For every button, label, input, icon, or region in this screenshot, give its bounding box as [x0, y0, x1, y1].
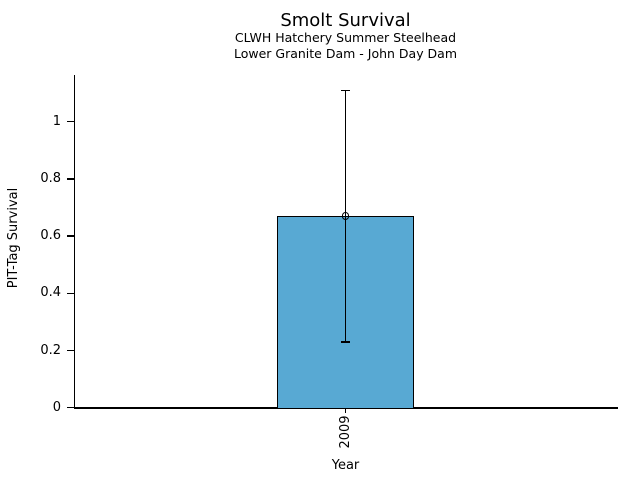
- chart-title: Smolt Survival: [280, 10, 411, 31]
- y-tick-mark: [67, 292, 74, 294]
- point-marker: [341, 212, 350, 220]
- chart-subtitle-line2: Lower Granite Dam - John Day Dam: [233, 45, 458, 61]
- y-tick-mark: [67, 121, 74, 123]
- x-tick-mark: [344, 408, 347, 414]
- x-axis-label: Year: [331, 458, 360, 473]
- y-tick-mark: [67, 235, 74, 237]
- error-bar-cap-top: [341, 89, 350, 91]
- y-tick-mark: [67, 349, 74, 352]
- y-tick-label: 0.4: [40, 285, 61, 301]
- y-tick-label: 1: [52, 113, 61, 129]
- y-tick-label: 0: [52, 399, 61, 415]
- y-tick-mark: [67, 178, 74, 180]
- chart-subtitle-line1: CLWH Hatchery Summer Steelhead: [234, 30, 457, 45]
- y-tick-label: 0.8: [40, 170, 61, 186]
- y-tick-label: 0.6: [40, 228, 61, 244]
- y-tick-mark: [67, 407, 74, 409]
- y-axis-spine: [74, 75, 76, 408]
- error-bar-cap-bottom: [341, 341, 350, 343]
- y-tick-label: 0.2: [40, 342, 61, 358]
